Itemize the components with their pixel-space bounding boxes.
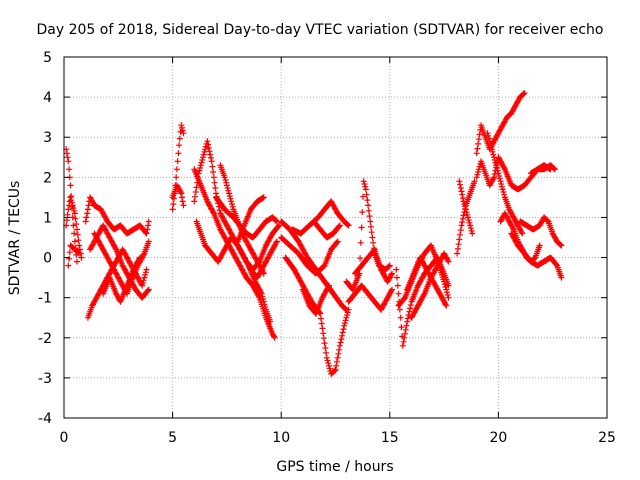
data-point-track <box>299 282 332 317</box>
data-point-track <box>289 198 352 237</box>
data-point-track <box>234 194 267 245</box>
x-axis-label: GPS time / hours <box>276 459 393 475</box>
y-tick-label: 3 <box>43 130 52 146</box>
data-series <box>63 90 565 377</box>
y-tick-label: 2 <box>43 170 52 186</box>
data-point-track <box>82 194 152 237</box>
data-point-track <box>345 282 395 313</box>
y-tick-label: 5 <box>43 50 52 66</box>
x-tick-label: 20 <box>489 430 507 446</box>
y-axis-label: SDTVAR / TECUs <box>7 181 23 296</box>
x-tick-label: 25 <box>598 430 616 446</box>
data-point-track <box>282 254 352 377</box>
data-point-track <box>352 246 395 285</box>
plot-frame <box>63 56 608 419</box>
y-tick-label: -2 <box>38 331 52 347</box>
y-tick-label: 1 <box>43 210 52 226</box>
x-tick-label: 5 <box>168 430 177 446</box>
data-point-track <box>278 234 341 277</box>
data-point-track <box>404 254 450 309</box>
x-tick-label: 0 <box>60 430 69 446</box>
y-tick-label: -1 <box>38 291 52 307</box>
x-tick-label: 15 <box>381 430 399 446</box>
axis-ticks: 0 5 10 15 20 25 -4 -3 -2 -1 0 1 2 3 4 5 <box>38 50 616 446</box>
data-point-track <box>169 182 187 209</box>
y-tick-label: 0 <box>43 251 52 267</box>
data-point-track <box>517 214 565 249</box>
data-point-track <box>217 162 267 277</box>
data-point-track <box>484 130 526 237</box>
y-tick-label: -3 <box>38 371 52 387</box>
data-point-track <box>65 242 83 269</box>
data-point-track <box>63 194 85 261</box>
chart-title: Day 205 of 2018, Sidereal Day-to-day VTE… <box>37 22 604 38</box>
data-point-track <box>245 262 274 325</box>
data-point-track <box>100 254 143 305</box>
data-point-track <box>310 218 343 241</box>
x-tick-label: 10 <box>272 430 290 446</box>
y-tick-label: -4 <box>38 411 52 427</box>
data-point-track <box>456 178 476 237</box>
y-tick-label: 4 <box>43 90 52 106</box>
data-point-track <box>508 230 565 281</box>
data-point-track <box>528 162 558 177</box>
